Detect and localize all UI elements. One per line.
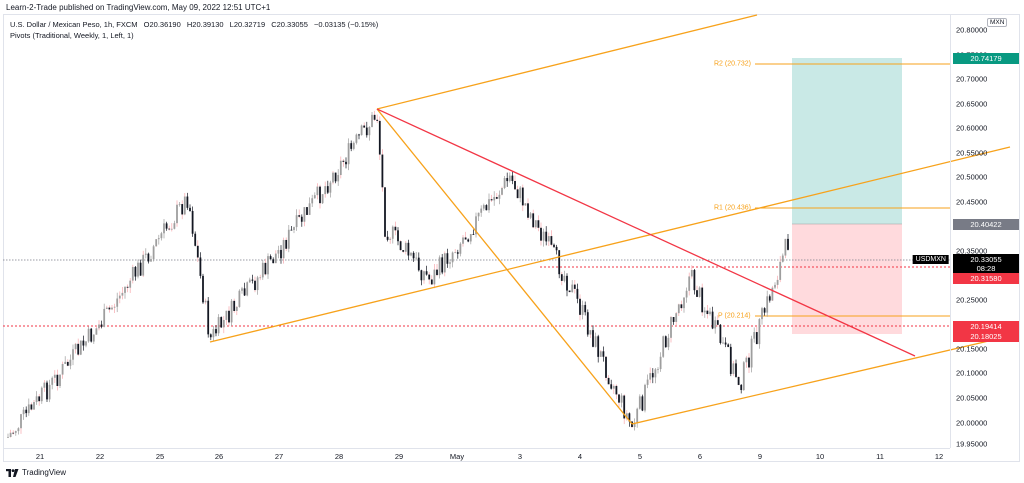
trendline-falling-orange[interactable] (376, 108, 633, 425)
price-tick: 20.35000 (956, 246, 988, 256)
pivot-p-label: P (20.214) (718, 312, 751, 320)
time-tick: May (449, 452, 465, 461)
profit-zone[interactable] (792, 58, 902, 224)
price-tick: 20.50000 (956, 172, 988, 182)
bar-countdown-badge: 08:28 (953, 263, 1019, 274)
legend-indicator[interactable]: Pivots (Traditional, Weekly, 1, Left, 1) (10, 31, 134, 40)
legend-low: L20.32719 (229, 20, 266, 29)
time-tick: 12 (934, 452, 944, 461)
price-tick: 20.80000 (956, 25, 988, 35)
price-tick: 20.70000 (956, 74, 988, 84)
entry-price-badge: 20.40422 (953, 219, 1019, 230)
loss-zone[interactable] (792, 224, 902, 334)
trendline-lower-channel[interactable] (631, 335, 1011, 425)
price-tick: 20.65000 (956, 99, 988, 109)
time-tick: 21 (35, 452, 45, 461)
target-price-badge: 20.74179 (953, 53, 1019, 64)
tradingview-brand: TradingView (22, 468, 67, 477)
time-tick: 29 (394, 452, 404, 461)
time-tick: 4 (577, 452, 583, 461)
price-tick: 20.60000 (956, 123, 988, 133)
price-tick: 20.00000 (956, 418, 988, 427)
pivot-r2-label: R2 (20.732) (714, 60, 751, 68)
time-tick: 6 (697, 452, 703, 461)
time-tick: 11 (876, 452, 884, 461)
red-line-price-badge: 20.31580 (953, 273, 1019, 284)
time-tick: 28 (334, 452, 344, 461)
time-tick: 3 (517, 452, 523, 461)
chart-legend: U.S. Dollar / Mexican Peso, 1h, FXCM O20… (10, 19, 382, 41)
pivot-r1-label: R1 (20.436) (714, 204, 751, 212)
price-tick: 20.25000 (956, 295, 988, 305)
trendline-red-resistance[interactable] (376, 108, 916, 357)
price-axis[interactable] (950, 14, 1020, 448)
legend-close: C20.33055 (271, 20, 308, 29)
price-tick: 20.05000 (956, 393, 988, 403)
currency-label[interactable]: MXN (987, 18, 1008, 27)
time-axis[interactable] (3, 448, 950, 462)
time-tick: 10 (815, 452, 825, 461)
price-tick: 20.45000 (956, 197, 988, 207)
stop-price-badge-2: 20.18025 (953, 331, 1019, 342)
trendline-rising-support[interactable] (209, 146, 1011, 343)
candles (7, 110, 789, 438)
stop-price-badge-1: 20.19414 (953, 321, 1019, 332)
chart-frame (3, 14, 1020, 462)
time-tick: 27 (274, 452, 284, 461)
time-tick: 9 (757, 452, 763, 461)
time-tick: 26 (214, 452, 224, 461)
price-tick: 20.15000 (956, 344, 988, 354)
legend-open: O20.36190 (143, 20, 181, 29)
legend-high: H20.39130 (186, 20, 224, 29)
trendline-upper-channel[interactable] (376, 14, 758, 110)
time-tick: 25 (155, 452, 165, 461)
time-tick: 5 (637, 452, 643, 461)
legend-ohlc-row: U.S. Dollar / Mexican Peso, 1h, FXCM O20… (10, 19, 382, 30)
legend-symbol: U.S. Dollar / Mexican Peso, 1h, FXCM (10, 20, 138, 29)
symbol-badge: USDMXN (912, 255, 949, 264)
tradingview-logo[interactable]: TradingView (6, 468, 66, 477)
last-price-badge: 20.33055 (953, 254, 1019, 265)
publisher-line: Learn-2-Trade published on TradingView.c… (6, 3, 271, 12)
price-tick: 19.95000 (956, 439, 988, 449)
legend-change: −0.03135 (−0.15%) (314, 20, 379, 29)
price-tick: 20.10000 (956, 368, 988, 378)
time-tick: 22 (95, 452, 105, 461)
price-tick: 20.55000 (956, 148, 988, 158)
tradingview-logo-icon (6, 468, 19, 477)
